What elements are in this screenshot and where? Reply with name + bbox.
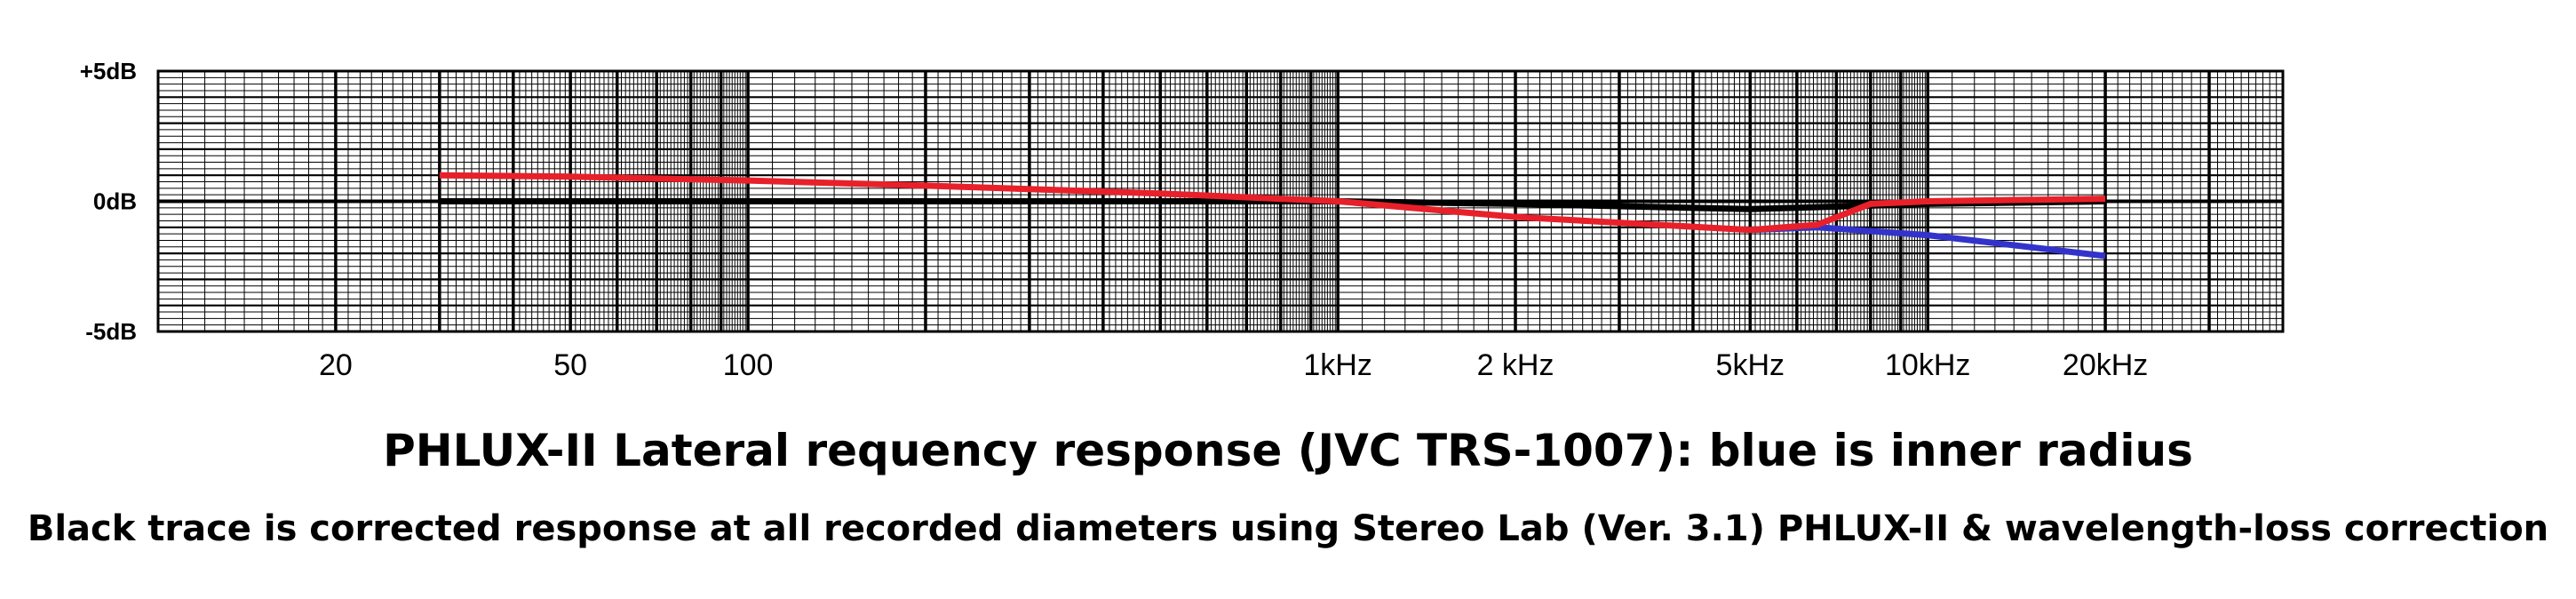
x-tick-label: 100 [723,348,774,382]
x-tick-label: 50 [553,348,587,382]
y-tick-label: 0dB [93,188,137,215]
y-tick-label: -5dB [85,318,137,345]
chart-subtitle: Black trace is corrected response at all… [27,508,2549,549]
chart-title: PHLUX-II Lateral requency response (JVC … [383,425,2193,476]
y-tick-label: +5dB [80,58,137,84]
red-trace [439,172,2106,234]
x-tick-label: 20kHz [2063,348,2148,382]
chart-svg: +5dB 0dB -5dB 20 50 100 1kHz 2 kHz 5kHz 10kHz 20kH… [80,58,2285,382]
x-tick-label: 10kHz [1885,348,1970,382]
x-tick-label: 1kHz [1303,348,1371,382]
x-tick-label: 5kHz [1716,348,1785,382]
tick-layer: +5dB 0dB -5dB 20 50 100 1kHz 2 kHz 5kHz 10kHz 20kH… [80,58,2149,382]
x-tick-label: 20 [319,348,353,382]
series-layer [439,172,2106,260]
x-tick-label: 2 kHz [1477,348,1554,382]
